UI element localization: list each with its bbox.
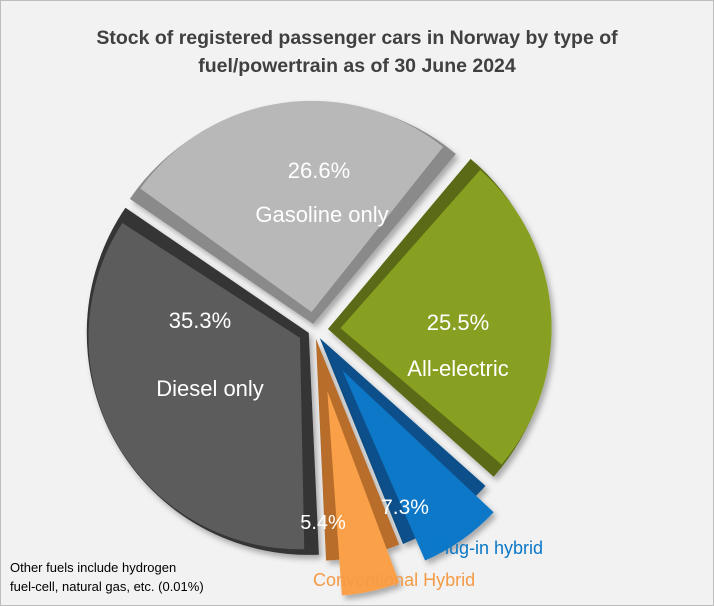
slice-face: [327, 390, 400, 596]
slice-gasoline-only: [129, 100, 456, 325]
slice-all-electric: [327, 158, 552, 477]
chart-title: Stock of registered passenger cars in No…: [0, 24, 714, 80]
title-line-2: fuel/powertrain as of 30 June 2024: [198, 55, 516, 77]
slice-plug-in-hybrid: [319, 338, 494, 561]
slice-diesel-only: [86, 207, 319, 555]
label-value-electric: 25.5%: [426, 310, 490, 335]
footnote: Other fuels include hydrogen fuel-cell, …: [10, 558, 204, 596]
slice-face: [140, 100, 444, 313]
label-name-conventional: Conventional Hybrid: [313, 570, 476, 590]
label-name-electric: All-electric: [407, 356, 509, 381]
label-value-gasoline: 26.6%: [287, 158, 351, 183]
label-value-diesel: 35.3%: [168, 308, 232, 333]
footnote-line-1: Other fuels include hydrogen: [10, 560, 177, 575]
title-line-1: Stock of registered passenger cars in No…: [96, 27, 618, 49]
label-value-conventional: 5.4%: [300, 512, 346, 534]
label-value-plugin: 7.3%: [381, 496, 429, 519]
label-name-gasoline: Gasoline only: [255, 202, 389, 227]
slice-conventional-hybrid: [315, 338, 400, 596]
label-name-plugin: Plug-in hybrid: [433, 538, 544, 558]
footnote-line-2: fuel-cell, natural gas, etc. (0.01%): [10, 579, 204, 594]
slice-face: [342, 370, 494, 561]
slice-face: [88, 222, 305, 550]
slice-face: [340, 169, 552, 465]
label-name-diesel: Diesel only: [156, 376, 264, 401]
